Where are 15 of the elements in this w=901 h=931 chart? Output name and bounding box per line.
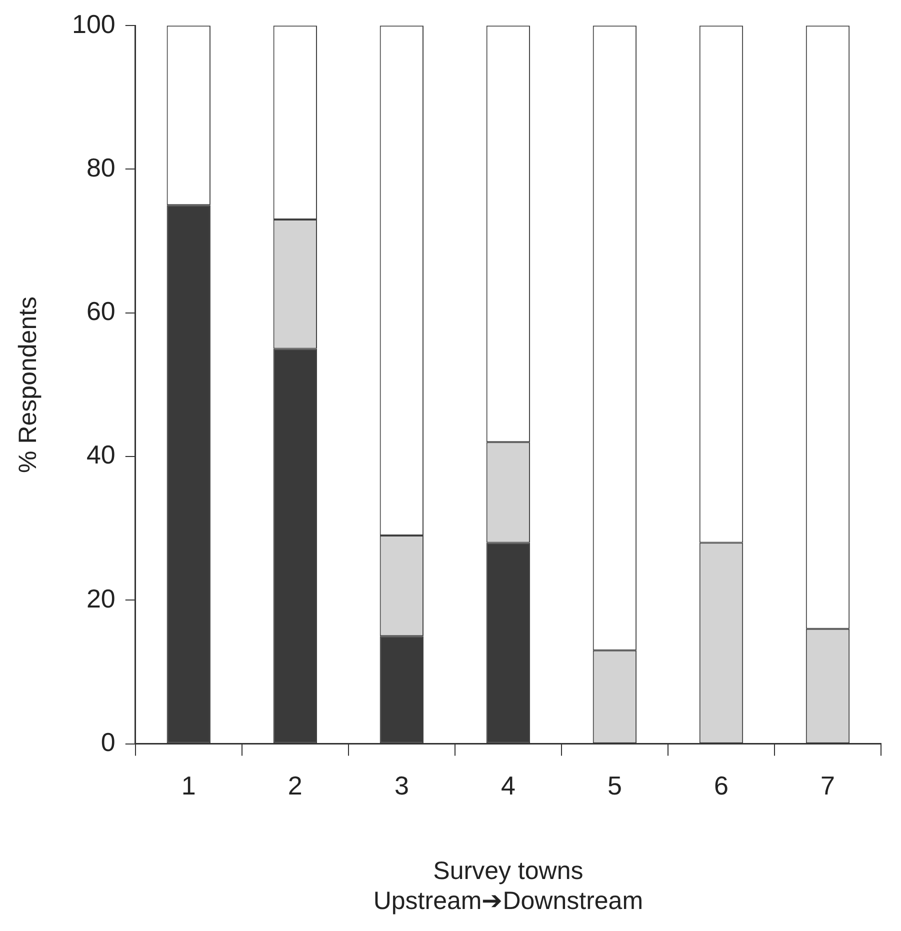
y-tick-label: 20 (86, 583, 116, 614)
x-tick-label: 5 (607, 770, 622, 801)
y-axis-title: % Respondents (14, 296, 42, 473)
y-tick-label: 100 (72, 8, 116, 39)
x-tick-label: 7 (820, 770, 835, 801)
y-tick-label: 40 (86, 440, 116, 470)
x-tick-label: 2 (288, 770, 302, 801)
y-tick-label: 0 (100, 726, 116, 757)
x-tick-label: 1 (181, 770, 196, 801)
y-tick-label: 80 (86, 152, 116, 182)
x-tick-label: 6 (714, 770, 728, 801)
y-tick-label: 60 (86, 296, 116, 326)
x-tick-label: 3 (394, 770, 409, 801)
x-axis-title: Survey towns Upstream➔Downstream (373, 856, 644, 915)
x-tick-label: 4 (500, 770, 516, 801)
